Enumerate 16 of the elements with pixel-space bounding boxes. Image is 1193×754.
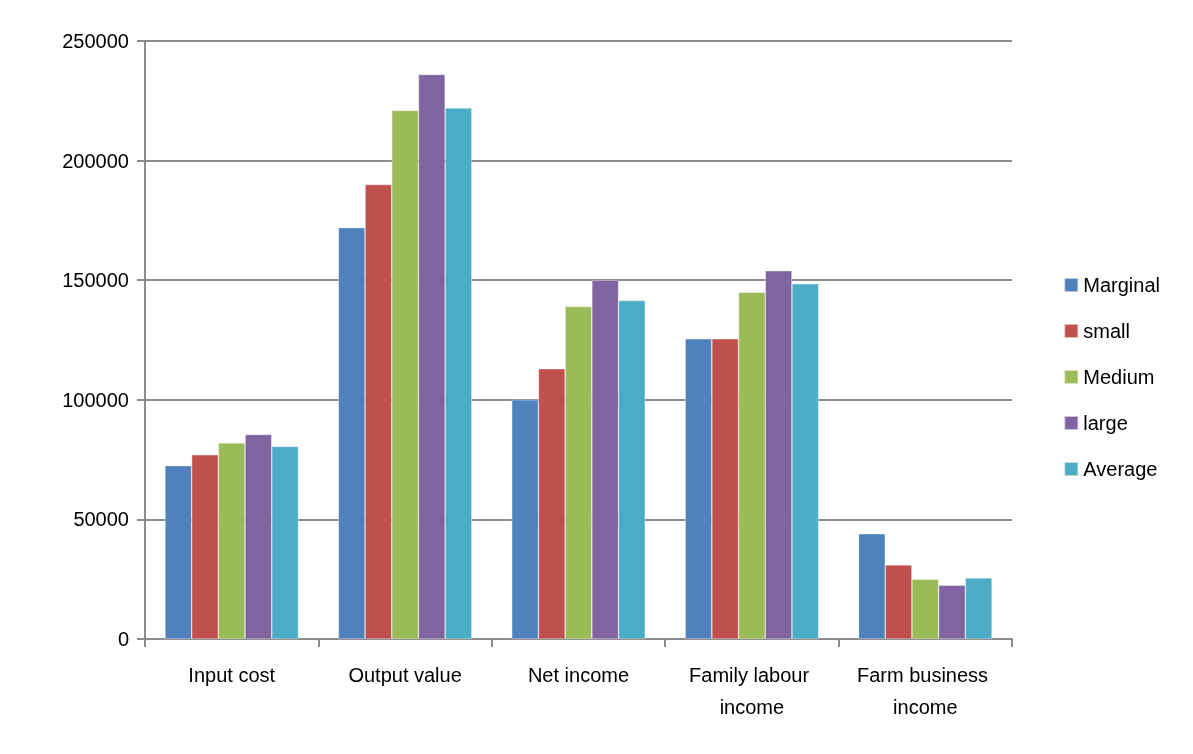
legend-label: Medium bbox=[1083, 366, 1155, 388]
y-tick-label: 0 bbox=[117, 628, 129, 650]
x-tick-label: Output value bbox=[348, 664, 462, 686]
x-tick-label: Input cost bbox=[188, 664, 276, 686]
y-tick-label: 200000 bbox=[62, 149, 129, 172]
y-tick-label: 50000 bbox=[73, 508, 129, 531]
x-tick-label: Net income bbox=[527, 664, 630, 686]
x-tick-label: Farm business income bbox=[856, 664, 994, 718]
y-tick-label: 100000 bbox=[62, 388, 129, 411]
legend-label: Marginal bbox=[1083, 274, 1160, 296]
legend-label: small bbox=[1083, 320, 1130, 342]
x-tick-label: Family labour income bbox=[689, 664, 815, 718]
legend-label: Average bbox=[1083, 458, 1158, 480]
legend-label: large bbox=[1083, 412, 1128, 434]
y-tick-label: 250000 bbox=[62, 30, 129, 52]
y-tick-label: 150000 bbox=[62, 269, 129, 292]
